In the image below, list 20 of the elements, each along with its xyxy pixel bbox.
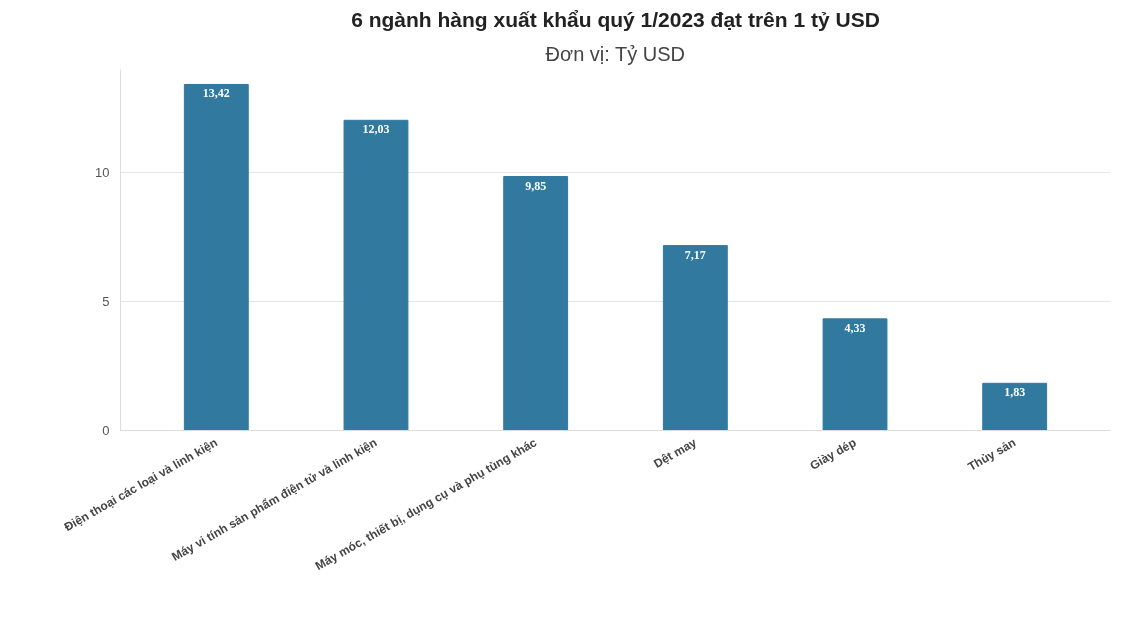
x-tick-label: Thủy sản	[965, 435, 1019, 474]
y-tick-label: 0	[102, 423, 110, 438]
data-label: 4,33	[844, 320, 866, 335]
data-label: 12,03	[362, 122, 390, 137]
bar	[183, 83, 249, 431]
bar	[982, 382, 1048, 431]
data-label: 9,85	[525, 178, 547, 193]
bar	[343, 119, 409, 431]
bar	[662, 245, 728, 431]
bar	[822, 318, 888, 431]
bar	[503, 176, 569, 431]
y-tick-label: 5	[102, 294, 110, 310]
y-tick-label: 10	[95, 165, 110, 181]
chart-subtitle: Đơn vị: Tỷ USD	[545, 42, 686, 65]
data-label: 13,42	[202, 86, 230, 101]
data-label: 1,83	[1004, 385, 1026, 400]
x-tick-label: Giày dép	[807, 435, 859, 473]
data-label: 7,17	[684, 247, 706, 262]
chart-title: 6 ngành hàng xuất khẩu quý 1/2023 đạt trên 1 tỷ USD	[351, 7, 880, 31]
x-tick-label: Dệt may	[651, 435, 700, 471]
